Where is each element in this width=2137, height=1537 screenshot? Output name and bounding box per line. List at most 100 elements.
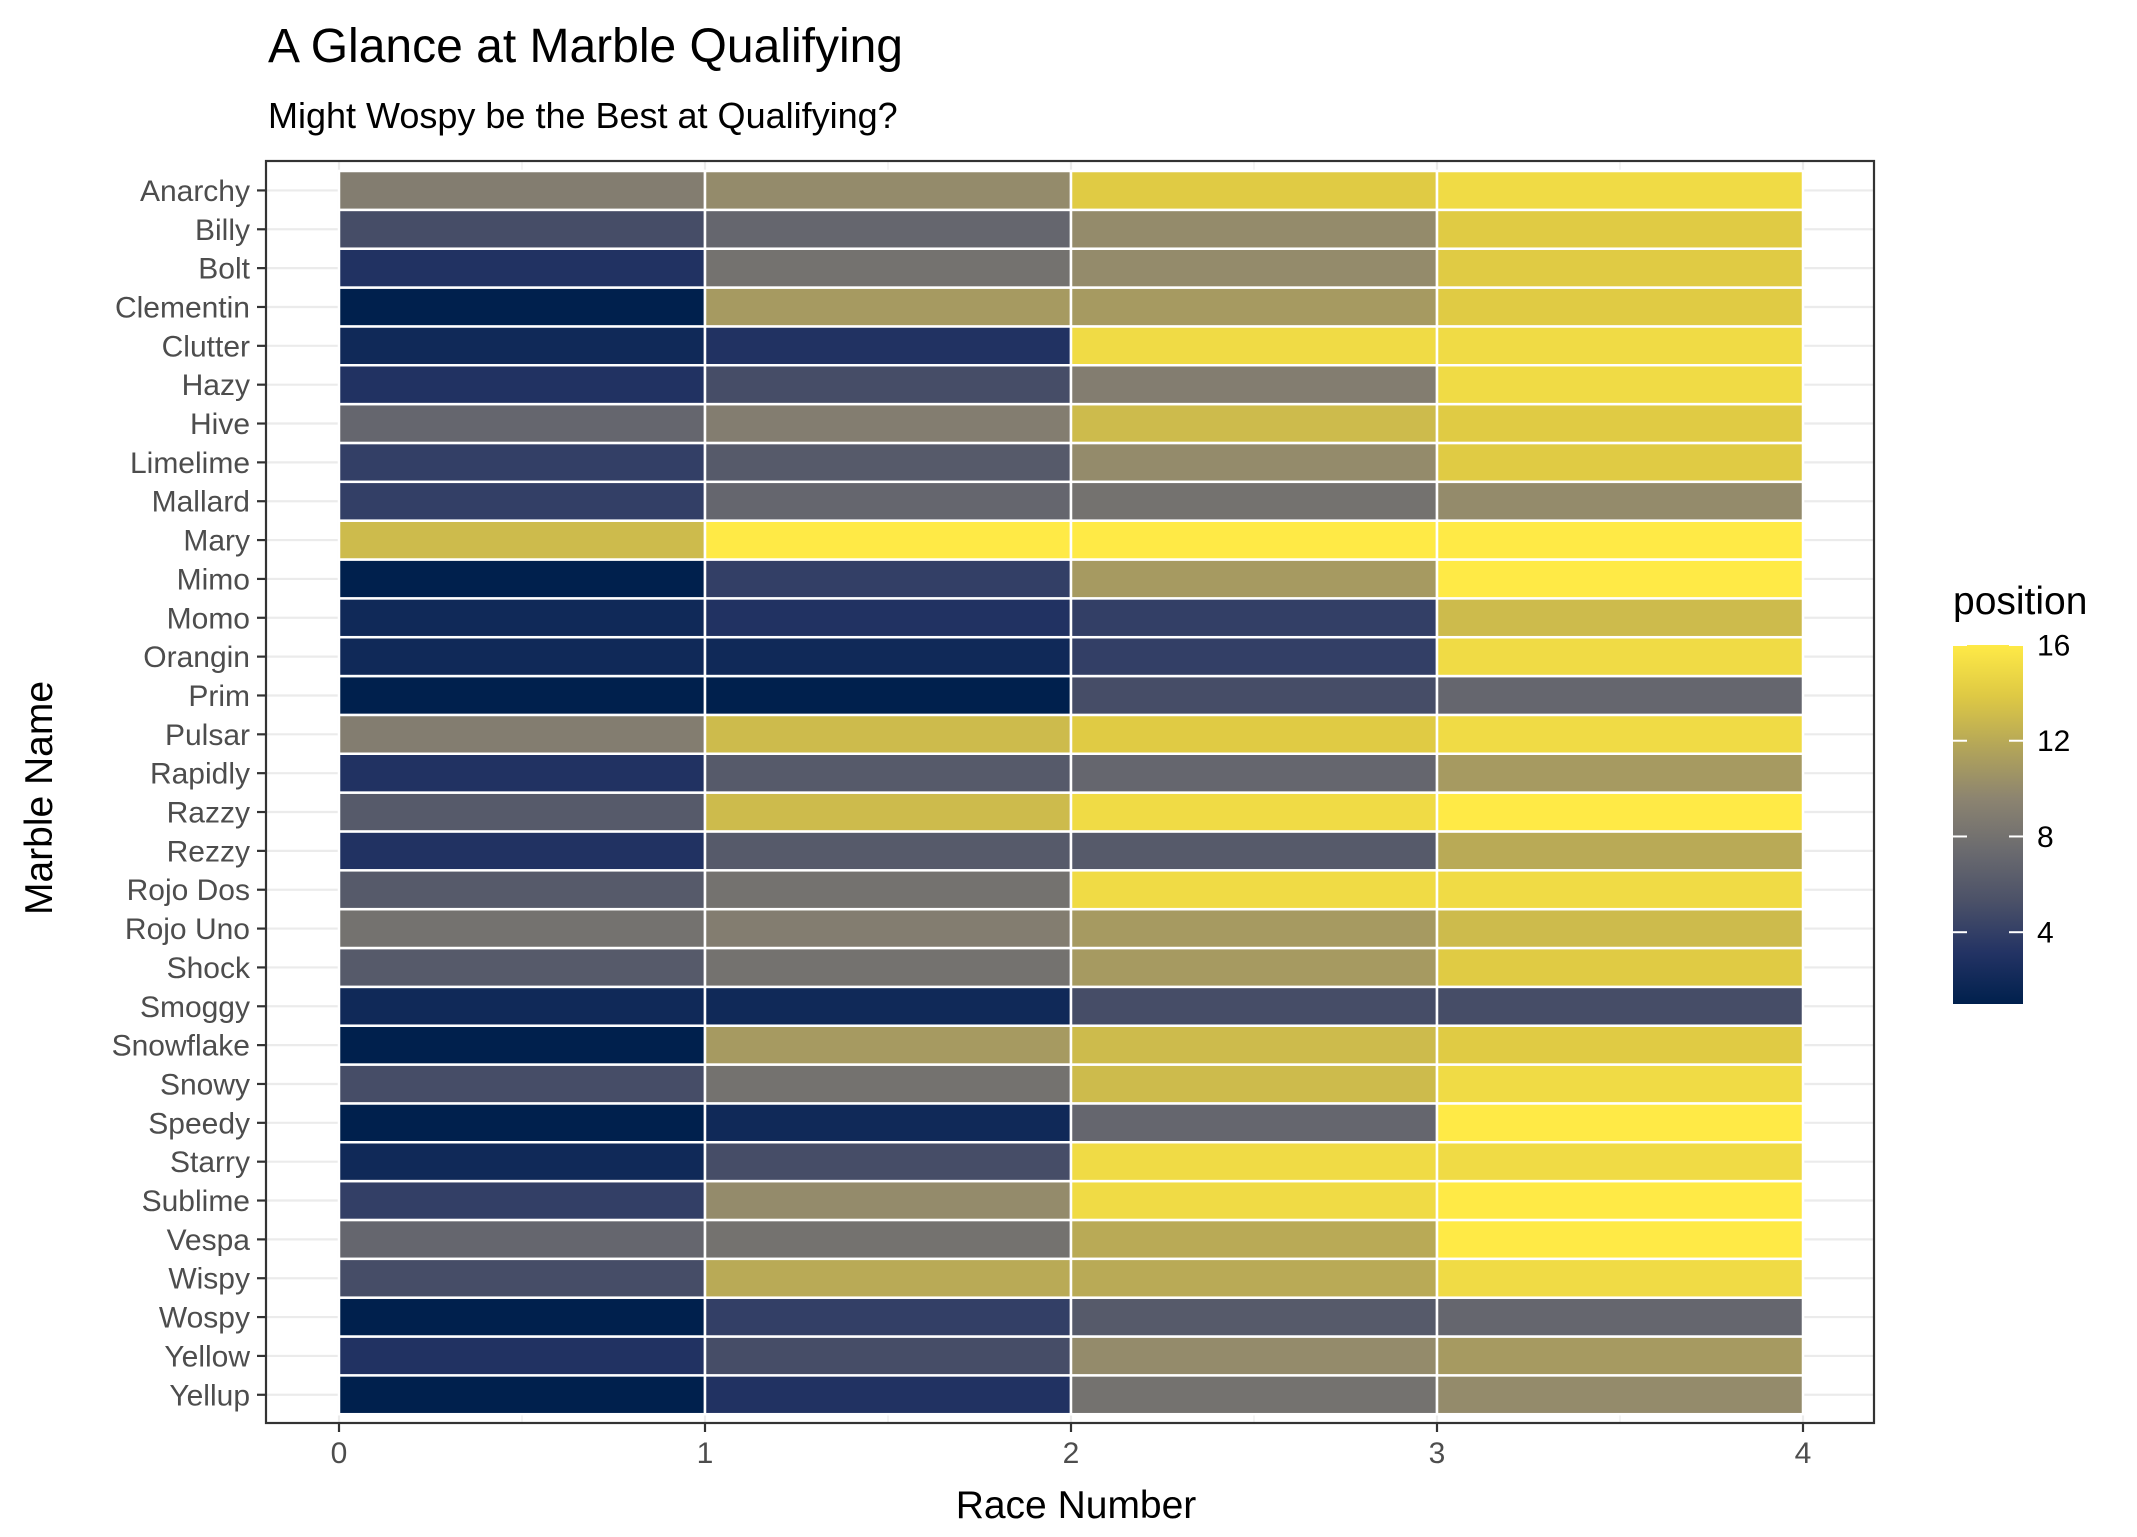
bar-segment [337, 791, 707, 833]
bar-segment [1069, 169, 1439, 212]
bar-segment [1435, 1179, 1805, 1222]
bar-segment [1069, 1218, 1439, 1261]
bar-segment [1069, 325, 1439, 367]
bar-segment [1435, 1296, 1805, 1338]
bar-segment [337, 286, 707, 328]
bar-segment [1435, 364, 1805, 406]
bar-segment [337, 325, 707, 367]
y-tick-label: Hazy [182, 369, 250, 402]
y-tick-label: Rapidly [150, 758, 250, 791]
bar-segment [1435, 480, 1805, 522]
bar-segment [1069, 674, 1439, 717]
bar-segment [337, 1141, 707, 1183]
bar-segment [703, 597, 1073, 639]
bar-segment [337, 1296, 707, 1338]
bar-segment [1069, 480, 1439, 522]
bar-segment [1435, 635, 1805, 678]
bar-segment [1069, 1257, 1439, 1299]
bar-segment [1069, 597, 1439, 639]
bar-segment [1069, 1374, 1439, 1416]
bar-segment [1069, 1179, 1439, 1222]
y-axis-title: Marble Name [18, 681, 61, 915]
bar-segment [337, 1102, 707, 1144]
bar-segment [703, 402, 1073, 445]
chart-title: A Glance at Marble Qualifying [268, 20, 903, 73]
bar-segment [703, 791, 1073, 833]
bar-segment [703, 558, 1073, 600]
bar-segment [337, 1218, 707, 1261]
bar-segment [703, 1335, 1073, 1377]
bars [337, 169, 1805, 1416]
bar-segment [703, 635, 1073, 678]
legend-tick-label: 12 [2037, 725, 2070, 758]
y-tick-label: Pulsar [165, 719, 250, 752]
y-tick-label: Wispy [168, 1263, 250, 1296]
y-tick-label: Wospy [159, 1302, 250, 1335]
bar-segment [703, 946, 1073, 989]
y-tick-label: Shock [167, 952, 251, 985]
bar-segment [1435, 169, 1805, 212]
y-tick-label: Prim [188, 680, 250, 713]
bar-segment [337, 830, 707, 872]
bar-segment [1069, 791, 1439, 833]
bar-segment [703, 1141, 1073, 1183]
bar-segment [1069, 519, 1439, 561]
bar-segment [1069, 635, 1439, 678]
bar-segment [703, 713, 1073, 756]
legend-title: position [1953, 580, 2087, 623]
bar-segment [1069, 946, 1439, 989]
bar-segment [337, 946, 707, 989]
bar-segment [703, 1102, 1073, 1144]
bar-segment [337, 519, 707, 561]
bar-segment [1435, 907, 1805, 950]
bar-segment [337, 752, 707, 794]
bar-segment [1435, 946, 1805, 989]
bar-segment [1435, 325, 1805, 367]
bar-segment [1069, 247, 1439, 289]
bar-segment [1069, 830, 1439, 872]
y-tick-label: Snowy [160, 1068, 250, 1101]
y-tick-label: Razzy [167, 797, 250, 830]
y-tick-label: Starry [170, 1146, 250, 1179]
y-axis: Yellup Yellow Wospy Wispy Vespa Sublime Starry… [112, 175, 266, 1412]
y-tick-label: Momo [167, 602, 250, 635]
bar-segment [1069, 1102, 1439, 1144]
bar-segment [1435, 1374, 1805, 1416]
bar-segment [337, 480, 707, 522]
bar-segment [1069, 752, 1439, 794]
bar-segment [703, 286, 1073, 328]
bar-segment [703, 247, 1073, 289]
bar-segment [1435, 674, 1805, 717]
y-tick-label: Bolt [198, 253, 250, 286]
bar-segment [1435, 752, 1805, 794]
bar-segment [337, 247, 707, 289]
bar-segment [703, 869, 1073, 911]
y-tick-label: Mallard [152, 486, 250, 519]
bar-segment [1069, 907, 1439, 950]
bar-segment [703, 169, 1073, 212]
y-tick-label: Rojo Dos [127, 874, 250, 907]
y-tick-label: Vespa [167, 1224, 251, 1257]
bar-segment [703, 674, 1073, 717]
y-tick-label: Clementin [115, 291, 250, 324]
bar-segment [1435, 1257, 1805, 1299]
bar-segment [703, 480, 1073, 522]
bar-segment [703, 1296, 1073, 1338]
bar-segment [703, 1179, 1073, 1222]
bar-segment [1069, 869, 1439, 911]
bar-segment [1435, 441, 1805, 484]
bar-segment [1435, 1102, 1805, 1144]
bar-segment [1435, 519, 1805, 561]
bar-segment [1069, 208, 1439, 250]
bar-segment [1069, 1063, 1439, 1105]
bar-segment [703, 519, 1073, 561]
y-tick-label: Yellow [164, 1340, 250, 1373]
y-tick-label: Hive [190, 408, 250, 441]
bar-segment [1069, 1335, 1439, 1377]
bar-segment [703, 752, 1073, 794]
x-tick-label: 4 [1795, 1437, 1812, 1470]
bar-segment [337, 402, 707, 445]
bar-segment [703, 441, 1073, 484]
bar-segment [703, 1024, 1073, 1066]
legend: position 4 8 12 16 [1953, 580, 2087, 1004]
